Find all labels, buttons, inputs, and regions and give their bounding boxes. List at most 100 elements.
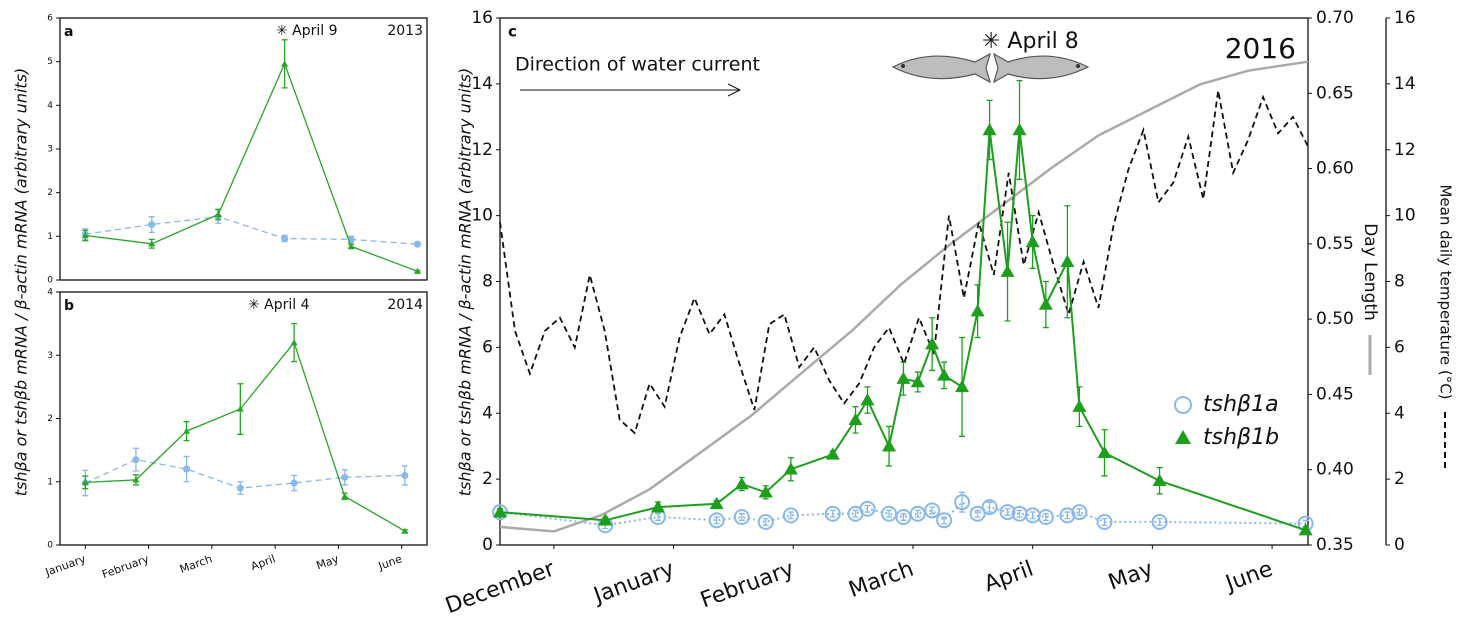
point xyxy=(1152,473,1167,487)
error-bar xyxy=(1156,518,1163,526)
point xyxy=(214,211,222,218)
point xyxy=(236,405,244,412)
y2-tick-label: 0.60 xyxy=(1316,159,1354,179)
x-tick-label: May xyxy=(315,552,341,572)
x-tick-label: March xyxy=(178,552,214,576)
x-tick-label: April xyxy=(249,552,277,573)
point xyxy=(281,235,289,243)
y2-tick-label: 0.35 xyxy=(1316,535,1354,555)
point xyxy=(414,240,422,248)
point xyxy=(183,427,191,434)
year: 2014 xyxy=(387,297,423,313)
series-line xyxy=(499,129,1306,532)
x-tick-label: May xyxy=(1105,557,1156,596)
point xyxy=(598,513,613,526)
y-tick-label: 12 xyxy=(471,140,493,160)
point xyxy=(969,505,986,522)
y-tick-label: 14 xyxy=(471,74,493,94)
point xyxy=(895,509,912,526)
y-tick-label: 1 xyxy=(47,477,53,487)
y-tick-label: 5 xyxy=(47,57,53,67)
y2-tick-label: 0.50 xyxy=(1316,309,1354,329)
y2-tick-label: 0.45 xyxy=(1316,384,1354,404)
series-line xyxy=(85,341,406,532)
error-bar xyxy=(852,509,859,518)
error-bar xyxy=(1064,511,1071,520)
point xyxy=(236,484,244,492)
panel-label: c xyxy=(508,23,517,41)
point xyxy=(1060,254,1075,267)
x-tick-label: December xyxy=(442,556,559,619)
point xyxy=(493,505,507,518)
point xyxy=(1298,523,1313,536)
point xyxy=(999,504,1016,521)
error-bar xyxy=(1101,518,1108,526)
panel-b-frame xyxy=(59,291,428,546)
legend-marker xyxy=(1174,396,1192,414)
x-tick-label: June xyxy=(1221,557,1276,598)
point xyxy=(733,509,750,526)
point xyxy=(937,368,952,381)
y-tick-label: 2 xyxy=(47,188,53,198)
error-bar xyxy=(929,506,936,515)
point xyxy=(401,471,409,479)
series-line xyxy=(499,60,1309,533)
x-tick-label: January xyxy=(43,552,88,579)
point xyxy=(341,492,349,499)
point xyxy=(925,337,940,350)
point xyxy=(970,304,985,317)
x-tick-label: June xyxy=(376,552,404,573)
y-tick-label: 6 xyxy=(47,14,53,24)
point xyxy=(651,500,666,513)
annotation: ✳ April 4 xyxy=(248,297,310,313)
y3-tick-label: 0 xyxy=(1394,535,1405,555)
y-tick-label: 4 xyxy=(482,403,493,423)
y-tick-label: 0 xyxy=(47,541,53,551)
point xyxy=(734,477,749,490)
point xyxy=(132,476,140,483)
point xyxy=(1151,513,1168,530)
y3-tick-label: 12 xyxy=(1394,140,1416,160)
point xyxy=(1000,264,1015,277)
point xyxy=(1071,504,1088,521)
point xyxy=(708,512,725,529)
point xyxy=(290,479,298,487)
error-bar xyxy=(655,513,662,521)
point xyxy=(132,456,140,464)
error-bar xyxy=(1004,508,1011,517)
error-bar xyxy=(1029,511,1036,520)
point xyxy=(910,374,925,388)
y2-tick-label: 0.40 xyxy=(1316,460,1354,480)
point xyxy=(954,494,971,511)
y-tick-label: 16 xyxy=(471,8,493,28)
point xyxy=(1025,234,1040,248)
y-tick-label: 4 xyxy=(47,288,53,298)
point xyxy=(81,478,89,486)
y2-tick-label: 0.55 xyxy=(1316,234,1354,254)
point xyxy=(1038,297,1053,310)
point xyxy=(183,465,191,473)
point xyxy=(981,499,998,516)
point xyxy=(982,122,997,136)
current-arrow xyxy=(520,83,742,97)
point xyxy=(848,412,863,426)
point xyxy=(1072,399,1087,412)
point xyxy=(1012,122,1027,136)
error-bar xyxy=(1016,509,1023,518)
y3-axis-label: Mean daily temperature (°C) xyxy=(1437,184,1455,399)
panel-label: a xyxy=(64,24,73,40)
y-tick-label: 0 xyxy=(47,276,53,286)
point xyxy=(825,447,840,460)
series-line xyxy=(499,500,1306,527)
y-tick-label: 10 xyxy=(471,206,493,226)
error-bar xyxy=(974,509,981,518)
error-bar xyxy=(829,509,836,518)
y3-tick-label: 16 xyxy=(1394,8,1416,28)
point xyxy=(896,371,911,384)
y-tick-label: 6 xyxy=(482,337,493,357)
point xyxy=(881,505,898,522)
point xyxy=(281,60,289,67)
y-tick-label: 8 xyxy=(482,272,493,292)
arrow-label: Direction of water current xyxy=(515,54,760,76)
